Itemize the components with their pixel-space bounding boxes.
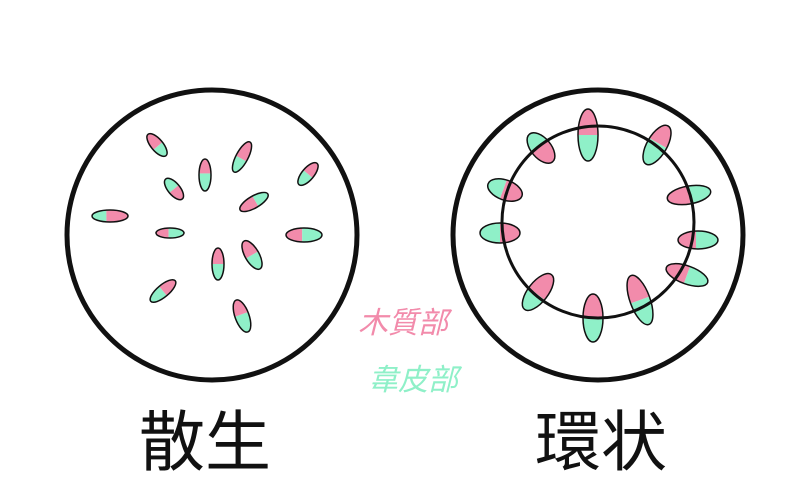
scattered-bundle-9 bbox=[285, 227, 323, 243]
ring-bundle-6 bbox=[479, 222, 521, 244]
ring-stem bbox=[450, 87, 746, 383]
scattered-bundle-3 bbox=[198, 158, 212, 192]
scattered-bundle-6 bbox=[237, 188, 271, 216]
scattered-bundle-11 bbox=[211, 247, 225, 281]
xylem-legend: 木質部 bbox=[358, 306, 453, 341]
ring-caption: 環状 bbox=[535, 404, 667, 481]
scattered-bundle-12 bbox=[146, 276, 180, 306]
cambium-ring bbox=[500, 124, 696, 320]
scattered-bundle-7 bbox=[91, 209, 129, 223]
scattered-bundle-2 bbox=[228, 139, 256, 175]
phloem-legend: 韋皮部 bbox=[368, 363, 463, 398]
scattered-bundle-5 bbox=[161, 175, 187, 203]
scattered-bundle-1 bbox=[143, 130, 171, 160]
scattered-caption: 散生 bbox=[139, 404, 271, 481]
ring-bundle-11 bbox=[582, 293, 604, 343]
scattered-bundle-8 bbox=[155, 227, 185, 239]
ring-bundle-5 bbox=[665, 182, 713, 208]
ring-bundle-7 bbox=[677, 230, 719, 250]
scattered-stem-outline bbox=[64, 87, 360, 383]
ring-bundle-1 bbox=[577, 108, 599, 162]
scattered-bundle-group bbox=[91, 130, 323, 335]
scattered-stem bbox=[64, 87, 360, 383]
scattered-bundle-4 bbox=[294, 159, 322, 189]
